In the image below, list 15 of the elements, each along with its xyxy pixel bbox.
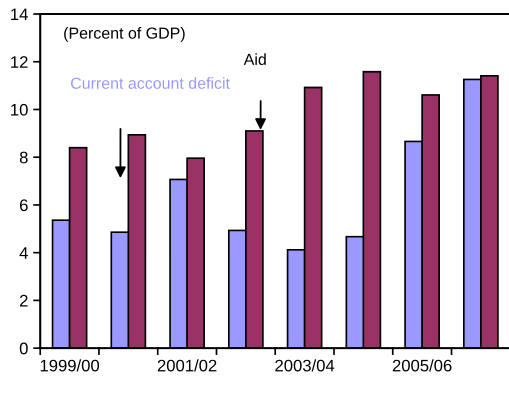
y-tick-label: 0 bbox=[20, 342, 28, 354]
x-tick-label: 2005/06 bbox=[392, 359, 452, 372]
x-tick-label: 2003/04 bbox=[275, 359, 334, 372]
y-tick-label: 12 bbox=[11, 56, 28, 68]
x-tick-label: 1999/00 bbox=[40, 359, 100, 372]
y-tick-label: 10 bbox=[11, 104, 28, 116]
y-tick-label: 2 bbox=[20, 294, 28, 306]
x-tick-label: 2001/02 bbox=[158, 359, 216, 372]
y-tick-label: 6 bbox=[20, 199, 28, 212]
y-tick-label: 4 bbox=[20, 247, 28, 259]
annotation: (Percent of GDP) bbox=[64, 27, 185, 42]
text: Current account deficit bbox=[71, 77, 230, 89]
y-tick-label: 14 bbox=[11, 8, 28, 20]
y-tick-label: 8 bbox=[20, 152, 28, 164]
text: Aid bbox=[244, 53, 266, 66]
